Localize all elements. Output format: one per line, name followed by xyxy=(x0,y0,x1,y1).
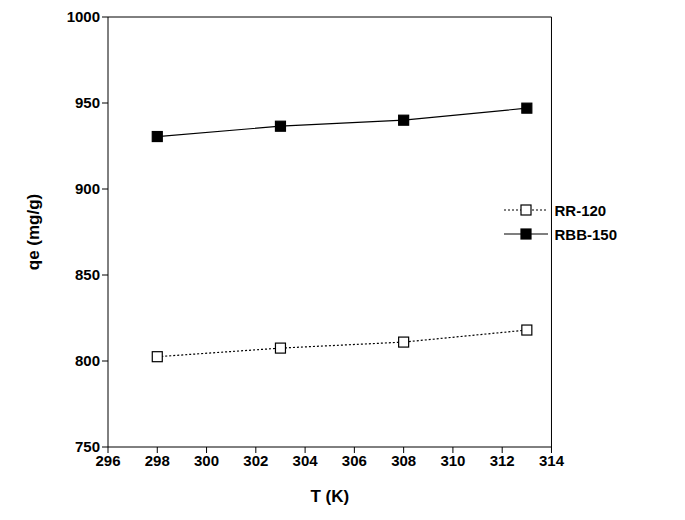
svg-text:1000: 1000 xyxy=(67,8,100,25)
svg-text:308: 308 xyxy=(391,452,416,469)
svg-text:314: 314 xyxy=(539,452,565,469)
html-text:RBB-150: RBB-150 xyxy=(554,225,617,243)
svg-text:900: 900 xyxy=(75,180,100,197)
svg-text:302: 302 xyxy=(243,452,268,469)
svg-text:300: 300 xyxy=(194,452,219,469)
svg-text:qe (mg/g): qe (mg/g) xyxy=(24,194,43,271)
svg-text:296: 296 xyxy=(95,451,121,469)
svg-text:310: 310 xyxy=(440,452,465,469)
svg-text:304: 304 xyxy=(293,452,319,469)
svg-text:950: 950 xyxy=(75,94,100,111)
svg-text:306: 306 xyxy=(342,452,367,469)
svg-text:850: 850 xyxy=(75,266,100,283)
svg-text:T (K): T (K) xyxy=(310,487,349,506)
html-text:RR-120: RR-120 xyxy=(554,201,607,219)
svg-text:800: 800 xyxy=(75,352,100,369)
svg-text:312: 312 xyxy=(490,452,515,469)
svg-text:298: 298 xyxy=(145,452,170,469)
svg-text:750: 750 xyxy=(75,438,100,455)
